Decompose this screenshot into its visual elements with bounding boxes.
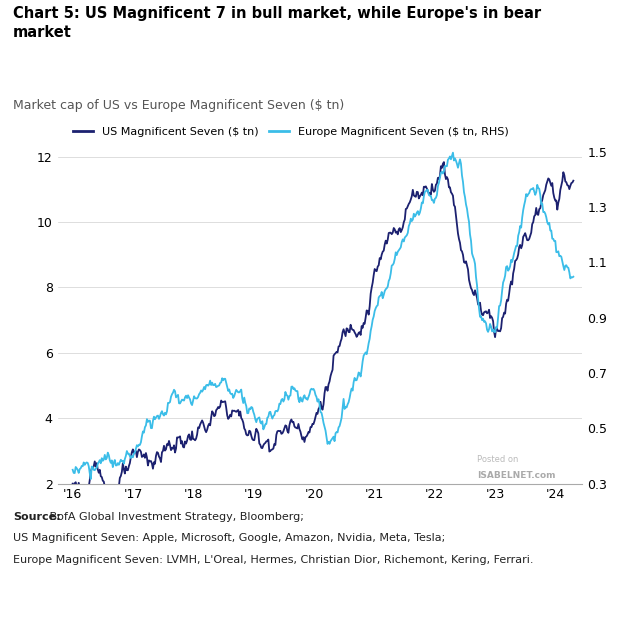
Text: Market cap of US vs Europe Magnificent Seven ($ tn): Market cap of US vs Europe Magnificent S… [13,99,344,112]
Text: US Magnificent Seven: Apple, Microsoft, Google, Amazon, Nvidia, Meta, Tesla;: US Magnificent Seven: Apple, Microsoft, … [13,533,445,543]
Text: BofA Global Investment Strategy, Bloomberg;: BofA Global Investment Strategy, Bloombe… [46,512,304,521]
Text: Posted on: Posted on [477,455,519,464]
Legend: US Magnificent Seven ($ tn), Europe Magnificent Seven ($ tn, RHS): US Magnificent Seven ($ tn), Europe Magn… [68,122,513,141]
Text: Chart 5: US Magnificent 7 in bull market, while Europe's in bear
market: Chart 5: US Magnificent 7 in bull market… [13,6,541,40]
Text: ISABELNET.com: ISABELNET.com [477,471,556,480]
Text: Source:: Source: [13,512,60,521]
Text: Europe Magnificent Seven: LVMH, L'Oreal, Hermes, Christian Dior, Richemont, Keri: Europe Magnificent Seven: LVMH, L'Oreal,… [13,555,533,565]
